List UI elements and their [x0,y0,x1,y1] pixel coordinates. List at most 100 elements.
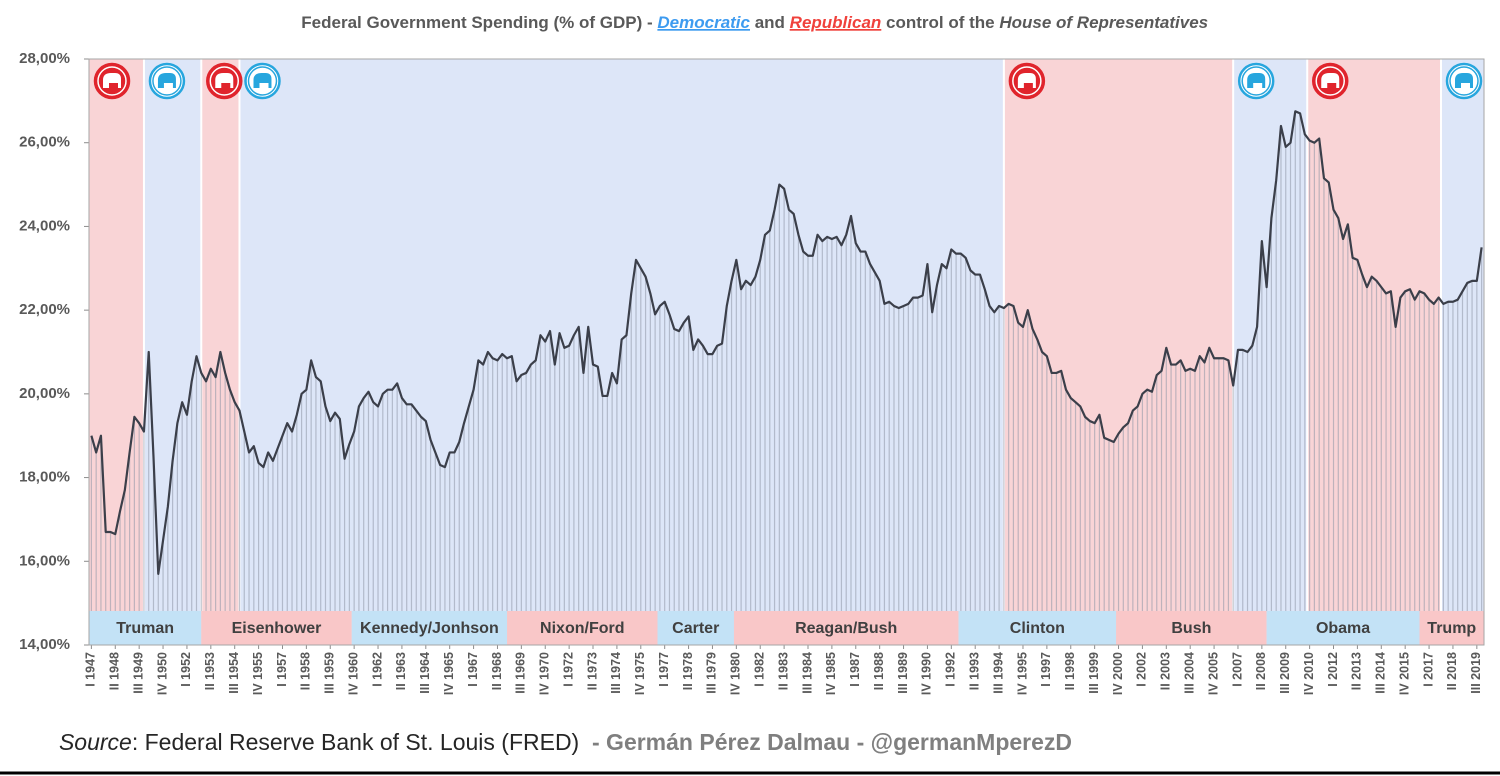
x-tick-label: II 1973 [585,652,599,690]
president-band [1116,611,1267,645]
x-tick-label: III 1959 [323,652,337,694]
party-icon-ring [1241,66,1271,96]
x-tick-label: III 1954 [227,652,241,694]
president-band [657,611,734,645]
president-label: Truman [116,620,174,637]
y-tick-label: 22,00% [19,301,70,318]
party-icon-ring [209,66,240,96]
control-region [89,59,144,645]
x-tick-label: II 2008 [1254,652,1268,690]
x-tick-label: III 1989 [896,652,910,694]
y-tick-label: 14,00% [19,636,70,653]
title-part: Republican [790,13,882,32]
x-tick-label: III 1969 [514,652,528,694]
spending-line [90,110,1483,575]
president-band [1266,611,1420,645]
x-tick-label: I 2002 [1135,652,1149,687]
plot-border [88,58,1485,646]
chart-title: Federal Government Spending (% of GDP) -… [278,13,1223,32]
x-tick-label: IV 1955 [251,652,265,695]
x-tick-label: II 1983 [776,652,790,690]
x-tick-label: I 1947 [84,652,98,687]
party-icon-animal [103,73,121,88]
president-band [958,611,1117,645]
x-tick-label: II 1993 [968,652,982,690]
president-label: Obama [1316,620,1370,637]
x-tick-label: II 1978 [681,652,695,690]
x-tick-label: II 1988 [872,652,886,690]
x-tick-label: IV 1995 [1015,652,1029,695]
x-tick-label: II 1958 [299,652,313,690]
president-label: Carter [672,620,719,637]
party-icon-ring [152,66,182,96]
x-tick-label: I 1967 [466,652,480,687]
party-icon-animal [1455,73,1474,88]
x-tick-label: I 1972 [561,652,575,687]
party-icon-animal [157,73,176,88]
title-part: Democratic [657,13,750,32]
x-tick-label: I 1992 [944,652,958,687]
control-region [1233,59,1308,645]
source-part: Source [59,729,132,755]
y-tick-label: 18,00% [19,469,70,486]
x-tick-label: II 1953 [203,652,217,690]
party-icon-animal [1017,73,1036,88]
party-icon-animal [253,73,272,88]
x-tick-label: IV 1965 [442,652,456,695]
x-tick-label: I 1952 [179,652,193,687]
x-tick-label: IV 2005 [1206,652,1220,695]
x-tick-label: II 2013 [1350,652,1364,690]
x-tick-label: IV 1975 [633,652,647,695]
president-band [89,611,202,645]
x-tick-label: IV 1970 [538,652,552,695]
president-band [733,611,959,645]
data-layer [90,110,1483,611]
x-tick-label: IV 2000 [1111,652,1125,695]
x-tick-label: III 1964 [418,652,432,694]
x-tick-label: III 2019 [1469,652,1483,694]
party-icon-ring [1012,66,1042,96]
party-icon-animal [1247,73,1266,88]
president-label: Bush [1171,620,1211,637]
x-tick-label: II 1968 [490,652,504,690]
x-tick-label: IV 1985 [824,652,838,695]
annotation-layer: 28,00% 26,00% 24,00% 22,00% 20,00% 18,00% 16,0… [19,50,1485,695]
x-tick-label: III 1984 [800,652,814,694]
party-icon-ring [97,66,127,96]
title-part: House of Representatives [999,13,1208,32]
x-tick-label: II 1998 [1063,652,1077,690]
president-band [507,611,658,645]
party-icon-ring [247,66,278,96]
background-layer [89,59,1484,645]
source-part: - Germán Pérez Dalmau - @germanMperezD [579,729,1072,755]
party-icon-animal [1321,73,1340,88]
y-tick-label: 28,00% [19,50,70,67]
x-tick-label: III 1949 [131,652,145,694]
y-tick-label: 16,00% [19,552,70,569]
president-label: Clinton [1010,620,1065,637]
president-label: Kennedy/Jonhson [360,620,499,637]
president-label: Reagan/Bush [795,620,897,637]
x-tick-label: II 2018 [1445,652,1459,690]
y-tick-label: 20,00% [19,385,70,402]
x-tick-label: I 1982 [753,652,767,687]
party-icon-animal [215,73,234,88]
x-tick-label: I 2007 [1230,652,1244,687]
x-tick-label: III 1974 [609,652,623,694]
y-tick-label: 24,00% [19,217,70,234]
title-part: and [750,13,790,32]
party-icon-ring [1315,66,1345,96]
president-band [351,611,508,645]
x-tick-label: I 2012 [1326,652,1340,687]
x-tick-label: IV 1980 [729,652,743,695]
x-tick-label: III 1994 [991,652,1005,694]
x-tick-label: IV 1990 [920,652,934,695]
x-tick-label: I 1997 [1039,652,1053,687]
x-tick-label: II 1963 [394,652,408,690]
x-tick-label: III 1979 [705,652,719,694]
president-label: Eisenhower [232,620,322,637]
president-label: Trump [1427,620,1476,637]
party-icon-ring [1449,66,1479,96]
title-part: Federal Government Spending (% of GDP) - [301,13,657,32]
